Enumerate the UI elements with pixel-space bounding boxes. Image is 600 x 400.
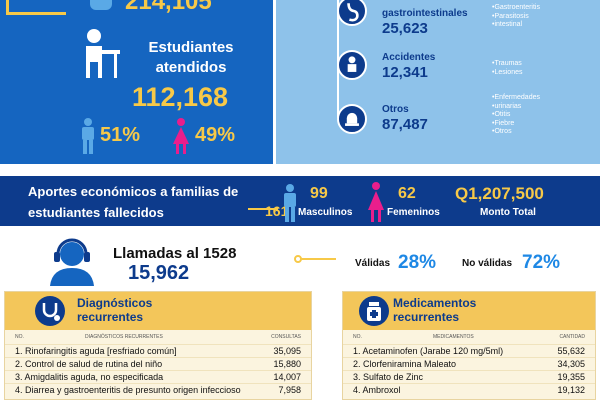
connector-dot [294, 255, 302, 263]
table-row: 4. Diarrea y gastroenteritis de presunto… [5, 383, 311, 395]
bullet-item: Lesiones [492, 69, 522, 78]
column-header: DIAGNÓSTICOS RECURRENTES [85, 334, 163, 340]
female-icon [368, 182, 384, 222]
calls-title: Llamadas al 1528 [113, 245, 237, 262]
table-row: 1. Acetaminofen (Jarabe 120 mg/5ml) 55,6… [343, 344, 595, 356]
injured-person-icon [337, 50, 367, 80]
donations-amount-label: Monto Total [480, 207, 536, 218]
medicine-bottle-icon [359, 296, 389, 326]
donations-text: Aportes económicos a familias de estudia… [28, 184, 239, 220]
table-row: 4. Ambroxol 19,132 [343, 383, 595, 395]
connector-line [6, 0, 9, 14]
category-label-accidents: Accidentes [382, 52, 436, 63]
table-row: 3. Sulfato de Zinc 19,355 [343, 370, 595, 382]
bullet-item: Enfermedades [492, 94, 540, 103]
accidents-bullets: Traumas Lesiones [492, 60, 522, 77]
bullet-item: Fiebre [492, 120, 540, 129]
donations-female-label: Femeninos [387, 207, 440, 218]
column-header: NO. [353, 334, 362, 340]
row-name: 2. Control de salud de rutina del niño [15, 359, 163, 369]
row-value: 19,355 [557, 372, 585, 382]
student-desk-icon [86, 29, 120, 78]
male-icon [284, 184, 296, 222]
bullet-item: Otros [492, 128, 540, 137]
column-header: CONSULTAS [271, 334, 301, 340]
connector-line [248, 208, 278, 210]
students-panel [0, 0, 273, 164]
male-percentage: 51% [100, 124, 141, 146]
category-value-accidents: 12,341 [382, 64, 428, 81]
invalid-calls-percentage: 72% [522, 252, 561, 273]
medicines-table: Medicamentos recurrentes NO. MEDICAMENTO… [342, 291, 596, 400]
stethoscope-icon [35, 296, 65, 326]
column-header: NO. [15, 334, 24, 340]
row-name: 4. Diarrea y gastroenteritis de presunto… [15, 385, 241, 395]
column-header: MEDICAMENTOS [433, 334, 474, 340]
others-bullets: Enfermedades urinarias Otitis Fiebre Otr… [492, 94, 540, 137]
female-icon [173, 118, 189, 154]
headset-operator-icon [50, 238, 94, 286]
table-row: 2. Control de salud de rutina del niño 1… [5, 357, 311, 369]
valid-calls-percentage: 28% [398, 252, 437, 273]
donations-amount: Q1,207,500 [455, 184, 544, 203]
female-percentage: 49% [195, 124, 236, 146]
top-total: 214,105 [125, 0, 212, 15]
row-name: 1. Rinofaringitis aguda [resfriado común… [15, 346, 177, 356]
stomach-icon [337, 0, 367, 26]
row-value: 35,095 [273, 346, 301, 356]
table-column-headers: NO. MEDICAMENTOS CANTIDAD [343, 330, 595, 342]
connector-line [6, 12, 66, 15]
connector-line [296, 258, 336, 260]
donations-banner [0, 176, 600, 226]
students-title: Estudiantes atendidos [148, 39, 234, 76]
male-icon [82, 118, 94, 154]
row-name: 2. Clorfeniramina Maleato [353, 359, 457, 369]
diagnostics-table: Diagnósticos recurrentes NO. DIAGNÓSTICO… [4, 291, 312, 400]
row-name: 1. Acetaminofen (Jarabe 120 mg/5ml) [353, 346, 504, 356]
person-icon [90, 0, 112, 10]
donations-male-label: Masculinos [298, 207, 353, 218]
calls-total: 15,962 [128, 262, 190, 284]
row-name: 4. Ambroxol [353, 385, 401, 395]
row-value: 19,132 [557, 385, 585, 395]
categories-panel [276, 0, 600, 164]
invalid-calls-label: No válidas [462, 258, 513, 269]
bullet-item: Parasitosis [492, 13, 540, 22]
table-column-headers: NO. DIAGNÓSTICOS RECURRENTES CONSULTAS [5, 330, 311, 342]
bullet-item: urinarias [492, 103, 540, 112]
valid-calls-label: Válidas [355, 258, 391, 269]
row-value: 7,958 [278, 385, 301, 395]
category-value-others: 87,487 [382, 116, 428, 133]
row-value: 15,880 [273, 359, 301, 369]
category-value-gastro: 25,623 [382, 20, 428, 37]
diagnostics-title: Diagnósticos recurrentes [77, 296, 153, 324]
row-name: 3. Sulfato de Zinc [353, 372, 424, 382]
medicines-title: Medicamentos recurrentes [393, 296, 477, 324]
row-name: 3. Amigdalitis aguda, no especificada [15, 372, 164, 382]
category-label-others: Otros [382, 104, 409, 115]
row-value: 55,632 [557, 346, 585, 356]
table-row: 2. Clorfeniramina Maleato 34,305 [343, 357, 595, 369]
bullet-item: Gastroenteritis [492, 4, 540, 13]
gastro-bullets: Gastroenteritis Parasitosis intestinal [492, 4, 540, 30]
bullet-item: intestinal [492, 21, 540, 30]
donations-female-count: 62 [398, 185, 416, 202]
donations-count: 161 [265, 203, 289, 219]
bullet-item: Traumas [492, 60, 522, 69]
row-value: 14,007 [273, 372, 301, 382]
students-total: 112,168 [131, 82, 229, 112]
table-row: 3. Amigdalitis aguda, no especificada 14… [5, 370, 311, 382]
table-row: 1. Rinofaringitis aguda [resfriado común… [5, 344, 311, 356]
donations-male-count: 99 [310, 185, 328, 202]
category-label-gastro: gastrointestinales [382, 8, 468, 19]
row-value: 34,305 [557, 359, 585, 369]
column-header: CANTIDAD [559, 334, 585, 340]
bullet-item: Otitis [492, 111, 540, 120]
alarm-light-icon [337, 104, 367, 134]
